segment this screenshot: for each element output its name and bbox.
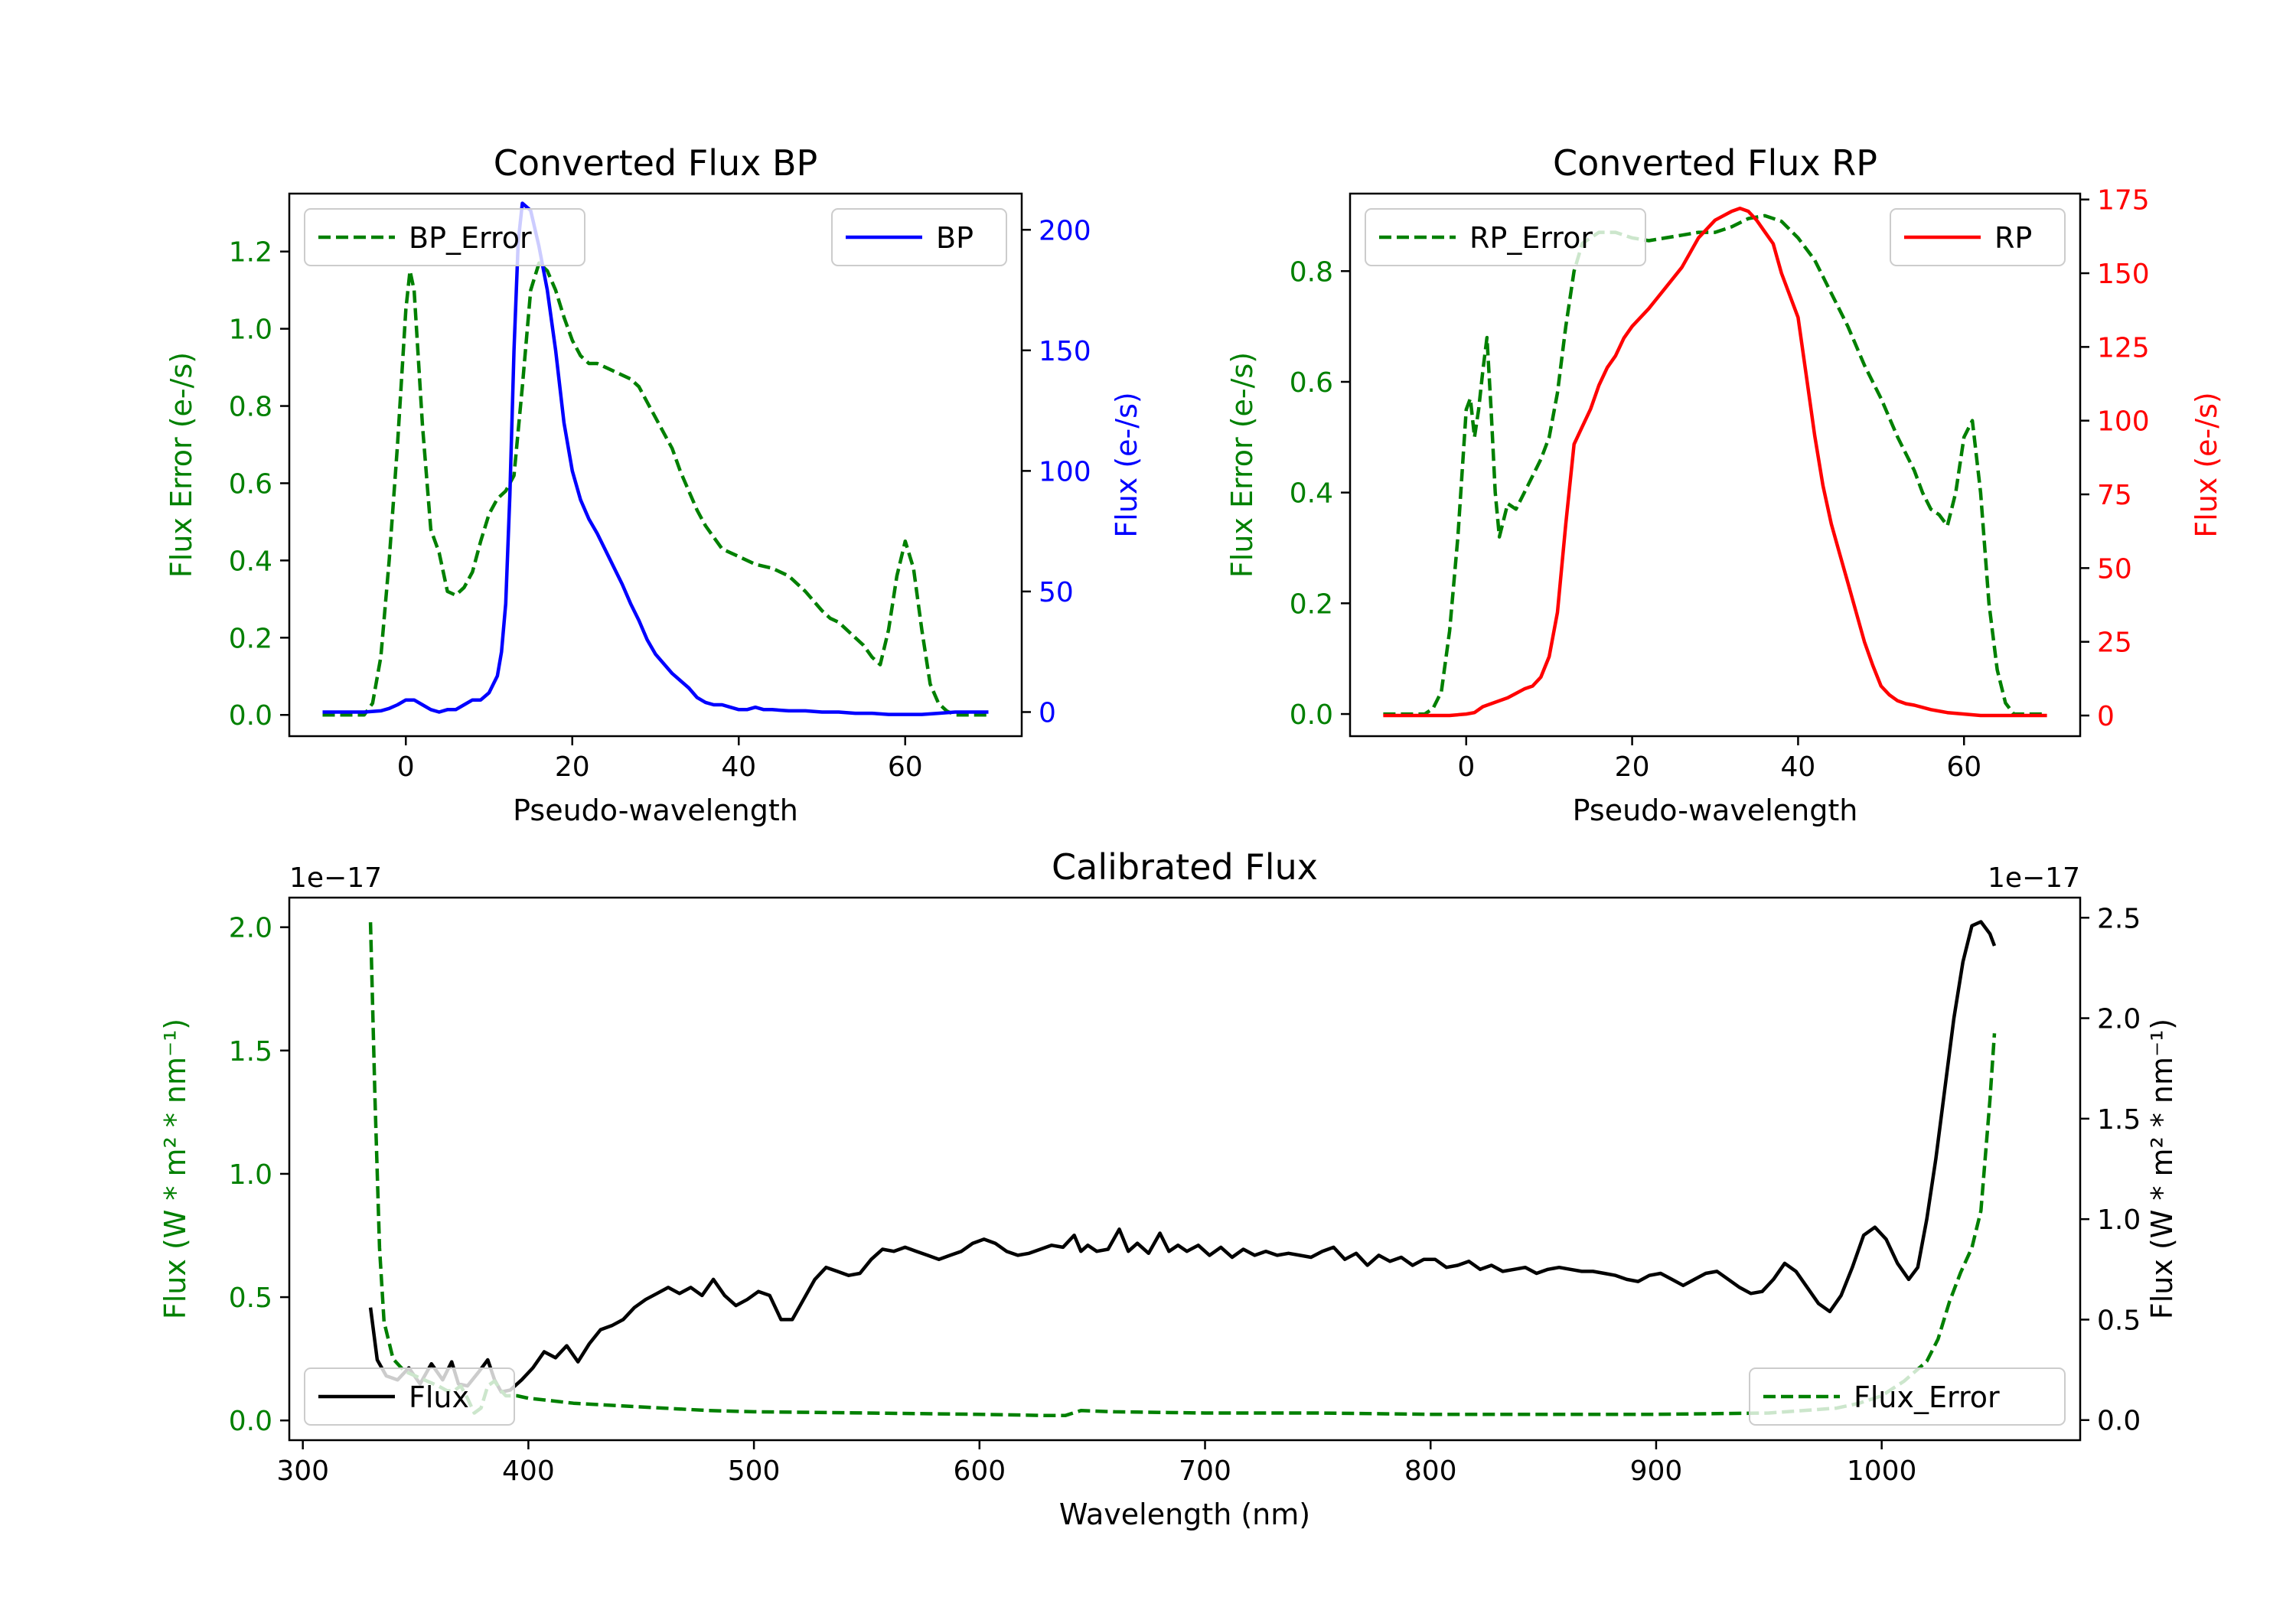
rp-xlabel: Pseudo-wavelength	[1573, 794, 1858, 827]
cal-xlabel: Wavelength (nm)	[1059, 1498, 1310, 1531]
cal-right-ytick-label: 2.5	[2097, 903, 2141, 934]
bp-xtick-label: 20	[555, 751, 590, 783]
rp-left-ylabel: Flux Error (e-/s)	[1225, 352, 1259, 578]
bp-series-bp	[322, 201, 989, 716]
cal-xtick-label: 800	[1404, 1455, 1457, 1487]
cal-left-ytick-label: 0.0	[229, 1406, 272, 1437]
cal-title: Calibrated Flux	[1052, 846, 1318, 888]
cal-left-ytick-label: 1.5	[229, 1036, 272, 1068]
cal-xtick-label: 400	[502, 1455, 555, 1487]
cal-left-ytick-label: 0.5	[229, 1283, 272, 1314]
rp-xtick-label: 60	[1946, 751, 1981, 783]
bp-xtick-label: 60	[888, 751, 923, 783]
bp-left-ytick-label: 0.4	[229, 546, 272, 577]
rp-axes-frame	[1349, 192, 2082, 738]
bp-left-ytick-label: 1.0	[229, 315, 272, 346]
cal-xtick-label: 700	[1179, 1455, 1231, 1487]
cal-series-flux	[368, 920, 1997, 1394]
rp-xtick-label: 20	[1615, 751, 1650, 783]
cal-right-offset-text: 1e−17	[1988, 862, 2080, 894]
rp-chart: 0 20 40 60 Pseudo-wavelength 0.0 0.2 0.4 0.6 0.8 0…	[1225, 142, 2223, 827]
cal-left-ylabel: Flux (W * m² * nm⁻¹)	[158, 1019, 192, 1319]
legend-label: BP	[936, 221, 974, 255]
rp-left-ytick-label: 0.4	[1290, 478, 1333, 510]
cal-right-ytick-label: 2.0	[2097, 1004, 2141, 1035]
legend-box	[304, 208, 585, 266]
legend-label: BP_Error	[409, 221, 532, 255]
legend-box	[1365, 208, 1646, 266]
rp-right-ytick-label: 25	[2097, 627, 2132, 659]
rp-left-ytick-label: 0.0	[1290, 699, 1333, 731]
bp-legend-bp: BP	[831, 208, 1007, 266]
rp-xtick-label: 40	[1781, 751, 1816, 783]
legend-label: RP	[1994, 221, 2032, 255]
bp-right-ylabel: Flux (e-/s)	[1110, 392, 1143, 537]
cal-left-offset-text: 1e−17	[289, 862, 382, 894]
cal-right-ytick-label: 1.5	[2097, 1104, 2141, 1136]
bp-axes-frame	[288, 192, 1023, 738]
legend-box	[1749, 1367, 2066, 1426]
rp-series-rp	[1383, 207, 2047, 718]
cal-right-ytick-label: 1.0	[2097, 1204, 2141, 1236]
bp-chart: 0 20 40 60 Pseudo-wavelength 0.0 0.2 0.4 0.6 0.8 1…	[165, 142, 1143, 827]
bp-title: Converted Flux BP	[494, 142, 818, 184]
cal-left-ytick-label: 1.0	[229, 1159, 272, 1191]
cal-left-ytick-label: 2.0	[229, 913, 272, 944]
bp-left-ytick-label: 0.2	[229, 623, 272, 654]
bp-xtick-label: 0	[397, 751, 415, 783]
legend-label: Flux	[409, 1380, 469, 1414]
bp-right-ytick-label: 0	[1039, 697, 1056, 729]
bp-series-bp-error	[322, 261, 989, 717]
cal-xtick-label: 500	[728, 1455, 781, 1487]
rp-right-ytick-label: 0	[2097, 701, 2115, 732]
bp-right-ytick-label: 200	[1039, 215, 1091, 246]
cal-axes-frame	[288, 896, 2082, 1442]
legend-label: RP_Error	[1469, 221, 1593, 255]
cal-xtick-label: 1000	[1847, 1455, 1917, 1487]
rp-left-ytick-label: 0.2	[1290, 588, 1333, 620]
rp-left-ytick-label: 0.6	[1290, 367, 1333, 399]
cal-right-ylabel: Flux (W * m² * nm⁻¹)	[2145, 1019, 2179, 1319]
cal-right-ytick-label: 0.0	[2097, 1406, 2141, 1437]
cal-xtick-label: 900	[1630, 1455, 1683, 1487]
rp-right-ytick-label: 50	[2097, 553, 2132, 585]
cal-legend-flux-error: Flux_Error	[1749, 1367, 2066, 1426]
cal-series-flux-error	[368, 922, 1997, 1418]
bp-right-ytick-label: 150	[1039, 336, 1091, 367]
bp-left-ylabel: Flux Error (e-/s)	[165, 352, 198, 578]
bp-left-ytick-label: 0.8	[229, 392, 272, 423]
bp-right-ytick-label: 100	[1039, 456, 1091, 487]
legend-box	[304, 1367, 515, 1426]
cal-chart: 300 400 500 600 700 800 900 1000 Wavelength (nm)…	[158, 846, 2179, 1531]
bp-left-ytick-label: 0.0	[229, 700, 272, 732]
rp-right-ytick-label: 75	[2097, 480, 2132, 511]
rp-right-ylabel: Flux (e-/s)	[2190, 392, 2223, 537]
bp-left-ytick-label: 1.2	[229, 237, 272, 269]
cal-legend-flux: Flux	[304, 1367, 515, 1426]
cal-right-ytick-label: 0.5	[2097, 1305, 2141, 1336]
cal-xtick-label: 600	[953, 1455, 1006, 1487]
bp-left-ytick-label: 0.6	[229, 468, 272, 500]
rp-right-ytick-label: 150	[2097, 259, 2150, 290]
bp-right-ytick-label: 50	[1039, 577, 1074, 608]
rp-legend-rp-error: RP_Error	[1365, 208, 1646, 266]
rp-right-ytick-label: 175	[2097, 185, 2150, 217]
legend-label: Flux_Error	[1854, 1380, 2000, 1414]
bp-legend-bp-error: BP_Error	[304, 208, 585, 266]
rp-right-ytick-label: 100	[2097, 406, 2150, 438]
rp-title: Converted Flux RP	[1553, 142, 1877, 184]
rp-legend-rp: RP	[1890, 208, 2066, 266]
rp-series-rp-error	[1383, 214, 2047, 716]
rp-left-ytick-label: 0.8	[1290, 256, 1333, 288]
rp-right-ytick-label: 125	[2097, 332, 2150, 363]
cal-xtick-label: 300	[276, 1455, 329, 1487]
bp-xtick-label: 40	[721, 751, 756, 783]
bp-xlabel: Pseudo-wavelength	[513, 794, 798, 827]
rp-xtick-label: 0	[1457, 751, 1475, 783]
